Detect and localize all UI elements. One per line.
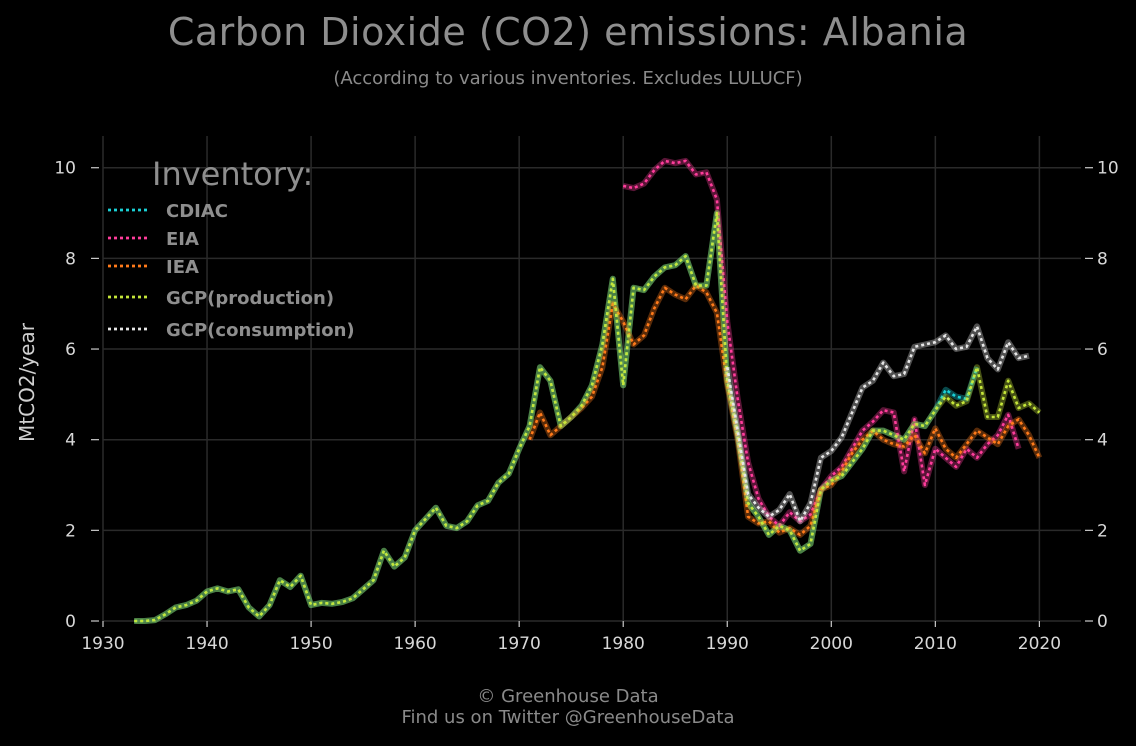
footer-twitter: Find us on Twitter @GreenhouseData bbox=[401, 707, 735, 728]
axis-ticks: 1930 1940 1950 1960 1970 1980 1990 2000 2010 2020… bbox=[54, 159, 1118, 654]
footer-copyright: © Greenhouse Data bbox=[477, 686, 659, 707]
series-glow-gcp-consumption bbox=[724, 323, 1030, 525]
y-tick-label-left: 8 bbox=[65, 249, 76, 269]
chart-title: Carbon Dioxide (CO2) emissions: Albania bbox=[167, 10, 969, 54]
x-tick-label: 1940 bbox=[185, 634, 228, 654]
footer: © Greenhouse Data Find us on Twitter @Gr… bbox=[0, 686, 1136, 728]
x-tick-label: 1930 bbox=[81, 634, 124, 654]
x-tick-label: 2010 bbox=[914, 634, 957, 654]
x-tick-label: 2000 bbox=[810, 634, 853, 654]
y-tick-label-right: 6 bbox=[1097, 340, 1108, 360]
y-tick-label-right: 4 bbox=[1097, 431, 1108, 451]
y-tick-label-right: 0 bbox=[1097, 612, 1108, 632]
legend-label-gcp-production: GCP(production) bbox=[166, 288, 334, 309]
y-tick-label-left: 4 bbox=[65, 431, 76, 451]
y-tick-label-left: 2 bbox=[65, 521, 76, 541]
x-tick-label: 1960 bbox=[393, 634, 436, 654]
series-glow-gcp-production bbox=[134, 210, 1042, 624]
x-tick-label: 1980 bbox=[602, 634, 645, 654]
y-tick-label-left: 6 bbox=[65, 340, 76, 360]
series-line-gcp-consumption bbox=[726, 325, 1030, 523]
y-tick-label-right: 10 bbox=[1097, 159, 1119, 179]
x-tick-label: 1990 bbox=[706, 634, 749, 654]
y-tick-label-left: 0 bbox=[65, 612, 76, 632]
legend: Inventory: CDIAC EIA IEA GCP(production) GCP… bbox=[108, 155, 355, 341]
y-axis-label: MtCO2/year bbox=[15, 322, 39, 442]
legend-label-iea: IEA bbox=[166, 257, 199, 278]
legend-label-gcp-consumption: GCP(consumption) bbox=[166, 320, 355, 341]
legend-title: Inventory: bbox=[152, 155, 313, 193]
series-line-gcp-production bbox=[134, 211, 1041, 623]
x-tick-label: 1950 bbox=[289, 634, 332, 654]
legend-label-cdiac: CDIAC bbox=[166, 201, 228, 222]
x-tick-label: 2020 bbox=[1018, 634, 1061, 654]
x-tick-label: 1970 bbox=[498, 634, 541, 654]
series-line-eia bbox=[622, 159, 1020, 528]
chart-subtitle: (According to various inventories. Exclu… bbox=[333, 68, 803, 89]
y-tick-label-right: 2 bbox=[1097, 521, 1108, 541]
series-lines bbox=[134, 157, 1043, 624]
y-tick-label-left: 10 bbox=[54, 159, 76, 179]
legend-label-eia: EIA bbox=[166, 229, 199, 250]
y-tick-label-right: 8 bbox=[1097, 249, 1108, 269]
series-line-iea bbox=[528, 284, 1041, 537]
